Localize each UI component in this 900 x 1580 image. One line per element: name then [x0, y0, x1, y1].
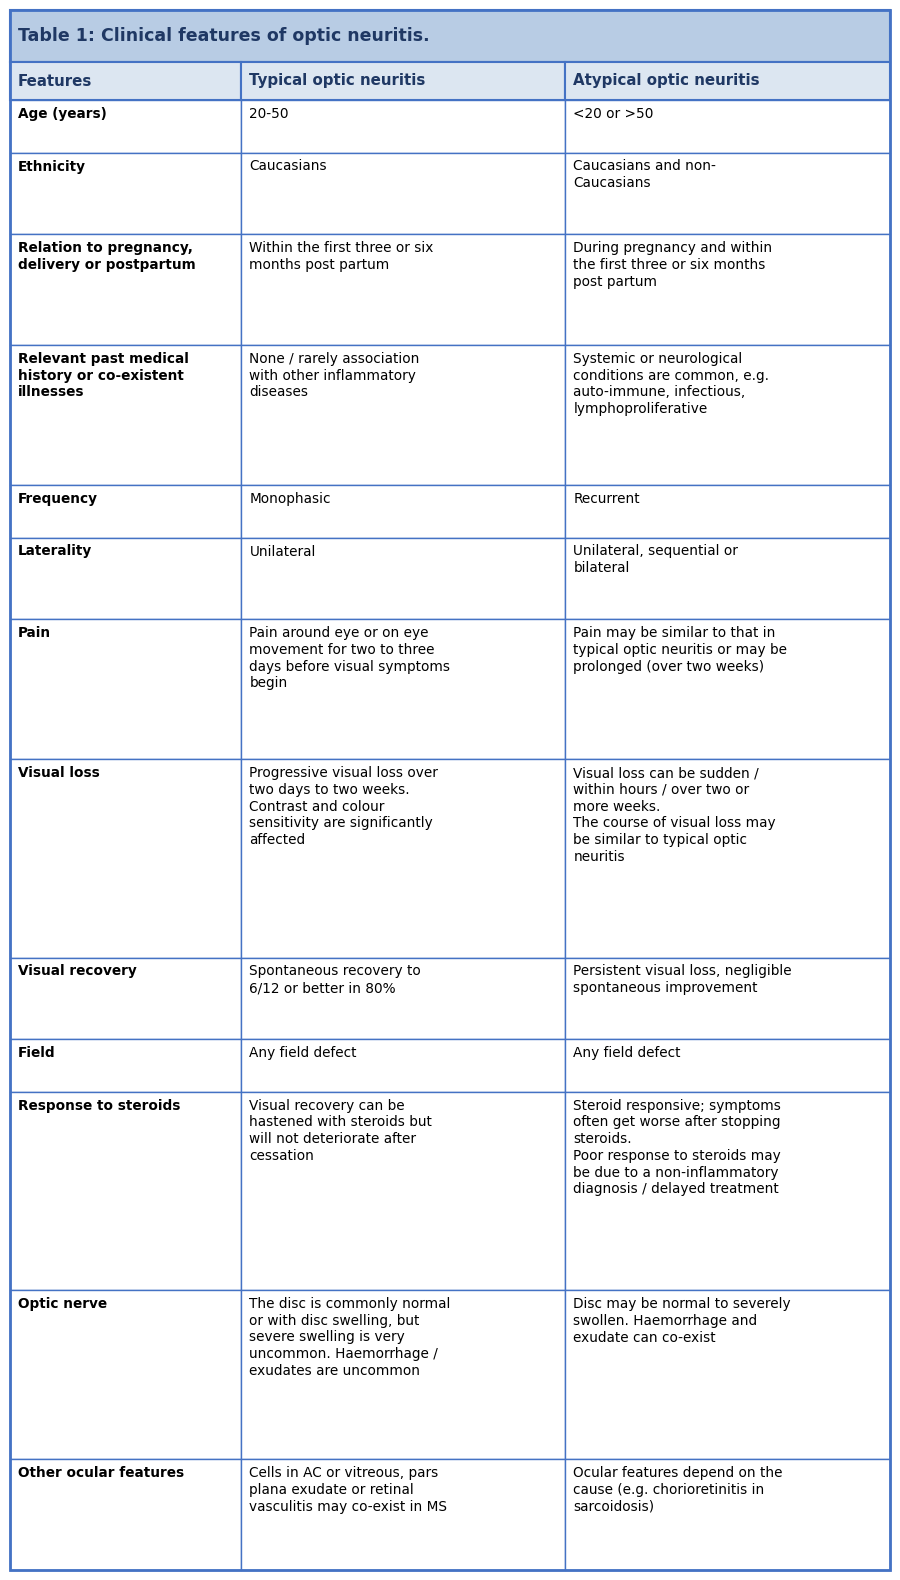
- Text: Spontaneous recovery to
6/12 or better in 80%: Spontaneous recovery to 6/12 or better i…: [249, 964, 421, 995]
- Text: Any field defect: Any field defect: [573, 1046, 680, 1060]
- Bar: [241, 234, 565, 344]
- Bar: [10, 344, 241, 485]
- Text: Response to steroids: Response to steroids: [18, 1098, 180, 1112]
- Bar: [10, 153, 241, 234]
- Bar: [241, 485, 565, 537]
- Text: Frequency: Frequency: [18, 491, 98, 506]
- Bar: [10, 234, 241, 344]
- Bar: [241, 1460, 565, 1571]
- Text: Visual loss can be sudden /
within hours / over two or
more weeks.
The course of: Visual loss can be sudden / within hours…: [573, 766, 776, 864]
- Bar: [565, 100, 890, 153]
- Bar: [10, 100, 241, 153]
- Bar: [241, 957, 565, 1040]
- Text: Ocular features depend on the
cause (e.g. chorioretinitis in
sarcoidosis): Ocular features depend on the cause (e.g…: [573, 1466, 783, 1514]
- Bar: [565, 485, 890, 537]
- Text: Field: Field: [18, 1046, 56, 1060]
- Text: Recurrent: Recurrent: [573, 491, 640, 506]
- Bar: [241, 758, 565, 957]
- Bar: [10, 537, 241, 619]
- Text: Systemic or neurological
conditions are common, e.g.
auto-immune, infectious,
ly: Systemic or neurological conditions are …: [573, 352, 770, 416]
- Text: Visual loss: Visual loss: [18, 766, 100, 781]
- Bar: [241, 62, 565, 100]
- Bar: [241, 1092, 565, 1289]
- Bar: [241, 344, 565, 485]
- Bar: [565, 153, 890, 234]
- Text: The disc is commonly normal
or with disc swelling, but
severe swelling is very
u: The disc is commonly normal or with disc…: [249, 1297, 451, 1378]
- Bar: [10, 1040, 241, 1092]
- Bar: [241, 153, 565, 234]
- Text: Age (years): Age (years): [18, 107, 107, 122]
- Text: Relevant past medical
history or co-existent
illnesses: Relevant past medical history or co-exis…: [18, 352, 189, 400]
- Bar: [241, 100, 565, 153]
- Bar: [241, 537, 565, 619]
- Text: Progressive visual loss over
two days to two weeks.
Contrast and colour
sensitiv: Progressive visual loss over two days to…: [249, 766, 438, 847]
- Text: Pain around eye or on eye
movement for two to three
days before visual symptoms
: Pain around eye or on eye movement for t…: [249, 626, 450, 690]
- Bar: [565, 758, 890, 957]
- Text: Relation to pregnancy,
delivery or postpartum: Relation to pregnancy, delivery or postp…: [18, 242, 196, 272]
- Bar: [241, 1040, 565, 1092]
- Text: During pregnancy and within
the first three or six months
post partum: During pregnancy and within the first th…: [573, 242, 772, 289]
- Bar: [565, 619, 890, 758]
- Text: Unilateral: Unilateral: [249, 545, 316, 558]
- Bar: [565, 957, 890, 1040]
- Text: Caucasians and non-
Caucasians: Caucasians and non- Caucasians: [573, 160, 716, 190]
- Text: <20 or >50: <20 or >50: [573, 107, 653, 122]
- Bar: [565, 1040, 890, 1092]
- Text: Other ocular features: Other ocular features: [18, 1466, 184, 1480]
- Text: Features: Features: [18, 74, 93, 88]
- Bar: [241, 1289, 565, 1460]
- Text: Monophasic: Monophasic: [249, 491, 331, 506]
- Text: 20-50: 20-50: [249, 107, 289, 122]
- Bar: [10, 957, 241, 1040]
- Text: Pain: Pain: [18, 626, 51, 640]
- Text: Visual recovery: Visual recovery: [18, 964, 137, 978]
- Text: Persistent visual loss, negligible
spontaneous improvement: Persistent visual loss, negligible spont…: [573, 964, 792, 995]
- Text: Steroid responsive; symptoms
often get worse after stopping
steroids.
Poor respo: Steroid responsive; symptoms often get w…: [573, 1098, 781, 1196]
- Text: Typical optic neuritis: Typical optic neuritis: [249, 74, 426, 88]
- Text: Any field defect: Any field defect: [249, 1046, 357, 1060]
- Text: Optic nerve: Optic nerve: [18, 1297, 107, 1311]
- Bar: [10, 1460, 241, 1571]
- Bar: [10, 485, 241, 537]
- Bar: [565, 1092, 890, 1289]
- Text: Ethnicity: Ethnicity: [18, 160, 86, 174]
- Bar: [565, 234, 890, 344]
- Text: Within the first three or six
months post partum: Within the first three or six months pos…: [249, 242, 434, 272]
- Text: Caucasians: Caucasians: [249, 160, 327, 174]
- Bar: [10, 1092, 241, 1289]
- Bar: [10, 1289, 241, 1460]
- Bar: [565, 344, 890, 485]
- Bar: [565, 62, 890, 100]
- Bar: [565, 1289, 890, 1460]
- Bar: [10, 758, 241, 957]
- Bar: [565, 1460, 890, 1571]
- Text: Disc may be normal to severely
swollen. Haemorrhage and
exudate can co-exist: Disc may be normal to severely swollen. …: [573, 1297, 791, 1345]
- Bar: [241, 619, 565, 758]
- Bar: [10, 619, 241, 758]
- Text: Atypical optic neuritis: Atypical optic neuritis: [573, 74, 760, 88]
- Text: Cells in AC or vitreous, pars
plana exudate or retinal
vasculitis may co-exist i: Cells in AC or vitreous, pars plana exud…: [249, 1466, 447, 1514]
- Text: Visual recovery can be
hastened with steroids but
will not deteriorate after
ces: Visual recovery can be hastened with ste…: [249, 1098, 432, 1163]
- Bar: [565, 537, 890, 619]
- Bar: [10, 62, 241, 100]
- Text: None / rarely association
with other inflammatory
diseases: None / rarely association with other inf…: [249, 352, 419, 400]
- Text: Unilateral, sequential or
bilateral: Unilateral, sequential or bilateral: [573, 545, 738, 575]
- Text: Pain may be similar to that in
typical optic neuritis or may be
prolonged (over : Pain may be similar to that in typical o…: [573, 626, 788, 673]
- Text: Table 1: Clinical features of optic neuritis.: Table 1: Clinical features of optic neur…: [18, 27, 429, 44]
- Bar: [10, 9, 890, 62]
- Text: Laterality: Laterality: [18, 545, 92, 558]
